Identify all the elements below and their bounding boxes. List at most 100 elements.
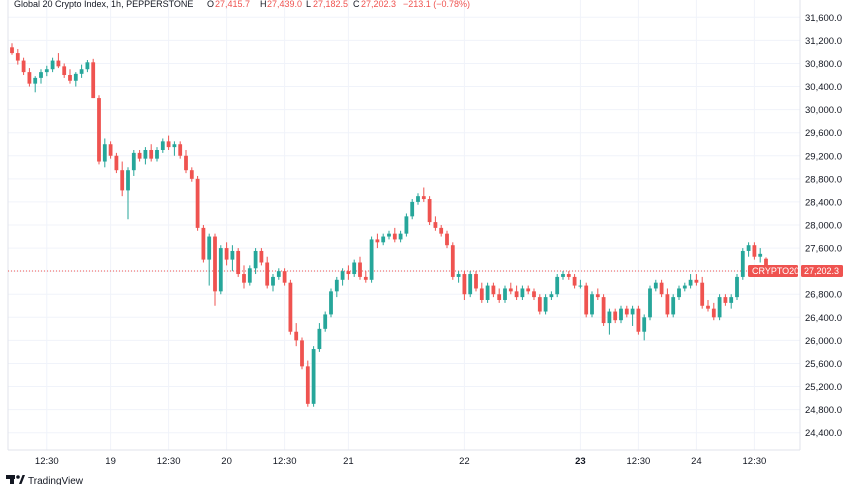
candle-body-down[interactable]: [236, 250, 241, 275]
candle-body-up[interactable]: [468, 274, 473, 295]
candle-body-up[interactable]: [155, 150, 159, 159]
candle-body-down[interactable]: [15, 53, 20, 61]
candle-body-down[interactable]: [601, 297, 606, 324]
candle-body-up[interactable]: [73, 73, 78, 81]
candle-body-up[interactable]: [79, 69, 84, 74]
candle-body-up[interactable]: [729, 297, 734, 303]
candle-body-down[interactable]: [10, 47, 14, 54]
candle-body-down[interactable]: [479, 288, 484, 300]
candle-body-down[interactable]: [497, 294, 502, 300]
candle-body-down[interactable]: [474, 274, 478, 289]
candle-body-down[interactable]: [665, 294, 670, 315]
candle-body-up[interactable]: [456, 274, 461, 277]
candle-body-down[interactable]: [572, 276, 577, 286]
candle-body-down[interactable]: [532, 291, 536, 298]
candle-body-down[interactable]: [108, 144, 113, 156]
candle-body-down[interactable]: [346, 271, 351, 275]
candle-body-down[interactable]: [265, 262, 270, 286]
candle-body-up[interactable]: [671, 297, 676, 315]
candle-body-up[interactable]: [543, 297, 548, 312]
candle-body-down[interactable]: [27, 72, 32, 84]
candle-body-up[interactable]: [352, 262, 357, 275]
candle-body-down[interactable]: [445, 233, 449, 246]
candle-body-down[interactable]: [91, 62, 96, 99]
candle-body-down[interactable]: [294, 331, 299, 341]
candles[interactable]: [10, 43, 768, 407]
candle-body-up[interactable]: [398, 233, 403, 240]
candle-body-up[interactable]: [33, 77, 38, 84]
candle-body-up[interactable]: [746, 245, 751, 251]
candle-body-down[interactable]: [178, 144, 183, 156]
candle-body-down[interactable]: [706, 305, 710, 309]
candle-body-up[interactable]: [311, 349, 316, 404]
candle-body-down[interactable]: [659, 282, 664, 295]
candle-body-up[interactable]: [143, 150, 148, 159]
candle-body-down[interactable]: [62, 66, 67, 75]
candle-body-up[interactable]: [758, 253, 763, 257]
candle-body-up[interactable]: [207, 236, 212, 260]
candle-body-up[interactable]: [172, 144, 177, 148]
candle-body-up[interactable]: [323, 314, 328, 329]
candle-body-down[interactable]: [491, 285, 496, 295]
candle-body-down[interactable]: [195, 178, 200, 228]
candle-body-up[interactable]: [590, 294, 594, 315]
candle-body-up[interactable]: [247, 268, 252, 283]
candle-body-down[interactable]: [711, 308, 716, 318]
candle-body-down[interactable]: [56, 60, 61, 67]
candle-body-up[interactable]: [381, 236, 386, 243]
candle-body-up[interactable]: [85, 62, 90, 70]
candle-body-down[interactable]: [114, 155, 119, 171]
candle-body-down[interactable]: [300, 340, 304, 367]
candle-body-up[interactable]: [485, 285, 490, 300]
candle-body-up[interactable]: [549, 294, 554, 298]
candle-body-down[interactable]: [120, 170, 125, 191]
x-axis[interactable]: 12:30 19 12:30 20 12:30 21 22 23 12:30 24 12:30: [35, 456, 766, 467]
candle-body-up[interactable]: [520, 288, 525, 298]
candle-body-down[interactable]: [613, 311, 618, 321]
candle-body-down[interactable]: [363, 276, 368, 280]
candle-body-down[interactable]: [537, 297, 542, 312]
candle-body-up[interactable]: [642, 317, 647, 332]
candle-body-down[interactable]: [224, 248, 229, 260]
candle-body-down[interactable]: [184, 155, 188, 171]
candle-body-down[interactable]: [694, 279, 699, 283]
candle-body-up[interactable]: [160, 141, 165, 150]
candle-body-down[interactable]: [358, 262, 362, 277]
candle-body-down[interactable]: [450, 245, 455, 277]
candle-body-up[interactable]: [317, 328, 322, 350]
candle-body-down[interactable]: [624, 308, 629, 315]
candle-body-up[interactable]: [131, 152, 136, 171]
candle-body-down[interactable]: [242, 274, 246, 283]
candle-body-up[interactable]: [329, 291, 333, 315]
candle-body-down[interactable]: [149, 150, 154, 159]
candle-body-down[interactable]: [700, 282, 705, 306]
candle-body-up[interactable]: [561, 274, 565, 277]
candle-body-up[interactable]: [334, 279, 339, 292]
candle-body-down[interactable]: [392, 233, 397, 240]
candle-body-down[interactable]: [723, 297, 728, 303]
candle-body-down[interactable]: [213, 236, 217, 292]
candle-body-up[interactable]: [416, 196, 420, 202]
candle-body-up[interactable]: [717, 297, 722, 318]
candle-body-down[interactable]: [166, 141, 171, 148]
candle-body-up[interactable]: [677, 288, 681, 298]
candle-body-up[interactable]: [340, 271, 345, 280]
candle-body-up[interactable]: [404, 216, 409, 234]
candle-body-down[interactable]: [97, 98, 101, 162]
candle-body-up[interactable]: [230, 250, 235, 260]
candle-body-down[interactable]: [21, 60, 26, 73]
candle-body-down[interactable]: [595, 294, 600, 298]
candle-body-down[interactable]: [137, 152, 142, 159]
candle-body-up[interactable]: [39, 72, 43, 78]
candle-body-up[interactable]: [218, 248, 223, 292]
candle-body-up[interactable]: [682, 285, 687, 289]
tradingview-logo[interactable]: TradingView: [6, 475, 84, 485]
candle-body-up[interactable]: [735, 276, 739, 298]
candle-body-down[interactable]: [584, 285, 589, 315]
candle-body-up[interactable]: [578, 285, 583, 287]
candle-body-down[interactable]: [259, 250, 264, 263]
candle-body-up[interactable]: [44, 69, 49, 73]
candle-body-up[interactable]: [276, 271, 281, 277]
candle-body-down[interactable]: [514, 291, 519, 298]
candle-body-up[interactable]: [50, 60, 55, 70]
